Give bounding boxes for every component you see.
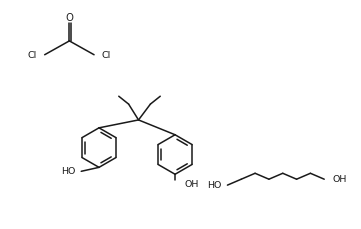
Text: Cl: Cl [27,51,37,60]
Text: HO: HO [207,181,222,190]
Text: HO: HO [61,167,75,176]
Text: Cl: Cl [102,51,111,60]
Text: OH: OH [185,180,199,189]
Text: O: O [65,13,73,23]
Text: OH: OH [332,175,347,184]
